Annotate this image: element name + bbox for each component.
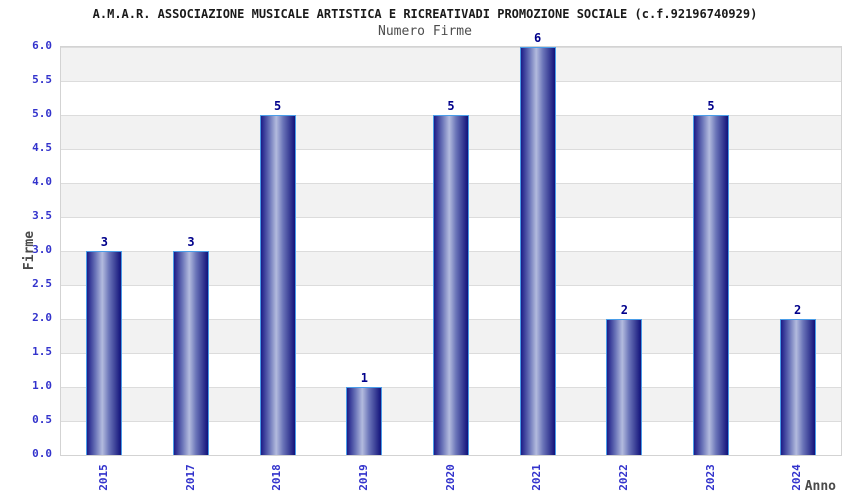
bar-value-label: 2	[794, 303, 802, 317]
bar	[779, 319, 816, 455]
bar	[86, 251, 123, 455]
x-axis-label: Anno	[804, 479, 836, 494]
bar-value-label: 3	[100, 235, 108, 249]
y-tick-label: 4.0	[32, 175, 52, 188]
x-tick-label: 2021	[515, 455, 559, 499]
y-tick-label: 1.5	[32, 345, 52, 358]
y-tick-label: 4.5	[32, 141, 52, 154]
x-tick-label-text: 2023	[703, 463, 717, 491]
bar-value-label: 5	[274, 99, 282, 113]
x-tick-label-text: 2017	[183, 463, 197, 491]
x-tick-label: 2015	[81, 455, 125, 499]
bar-value-label: 1	[360, 371, 368, 385]
bar-value-label: 3	[187, 235, 195, 249]
x-tick-label-text: 2024	[790, 463, 804, 491]
x-tick-label: 2023	[688, 455, 732, 499]
bar-value-label: 6	[534, 31, 542, 45]
y-tick-label: 5.0	[32, 107, 52, 120]
bar-value-label: 2	[620, 303, 628, 317]
y-tick-label: 2.0	[32, 311, 52, 324]
x-tick-label-text: 2022	[616, 463, 630, 491]
x-tick-label: 2019	[341, 455, 385, 499]
y-tick-label: 6.0	[32, 39, 52, 52]
bar	[433, 115, 469, 455]
x-axis: 2015 2017 2018 2019 2020 2021 2022 2023 2024	[60, 455, 840, 499]
y-tick-label: 0.0	[32, 447, 52, 460]
x-tick-label-text: 2015	[96, 463, 110, 491]
y-tick-label: 5.5	[32, 73, 52, 86]
x-tick-label-text: 2021	[530, 463, 544, 491]
x-tick-label-text: 2019	[356, 463, 370, 491]
bar-value-label: 5	[447, 99, 455, 113]
y-tick-label: 3.5	[32, 209, 52, 222]
y-tick-label: 3.0	[32, 243, 52, 256]
bar	[259, 115, 296, 455]
bar	[173, 251, 209, 455]
x-tick-label: 2017	[168, 455, 212, 499]
bar	[693, 115, 729, 455]
chart-subtitle: Numero Firme	[378, 24, 472, 39]
bar	[606, 319, 643, 455]
x-tick-label: 2020	[428, 455, 472, 499]
plot-area: 3 3 5 1 5 6 2 5 2	[60, 32, 842, 456]
bar-value-label: 5	[707, 99, 715, 113]
x-tick-label: 2018	[255, 455, 299, 499]
chart-title: A.M.A.R. ASSOCIAZIONE MUSICALE ARTISTICA…	[92, 7, 758, 21]
x-tick-label-text: 2018	[270, 463, 284, 491]
y-tick-label: 2.5	[32, 277, 52, 290]
bar	[346, 387, 383, 455]
x-tick-label: 2022	[601, 455, 645, 499]
bar	[519, 47, 556, 455]
y-tick-label: 1.0	[32, 379, 52, 392]
x-tick-label-text: 2020	[443, 463, 457, 491]
y-tick-label: 0.5	[32, 413, 52, 426]
